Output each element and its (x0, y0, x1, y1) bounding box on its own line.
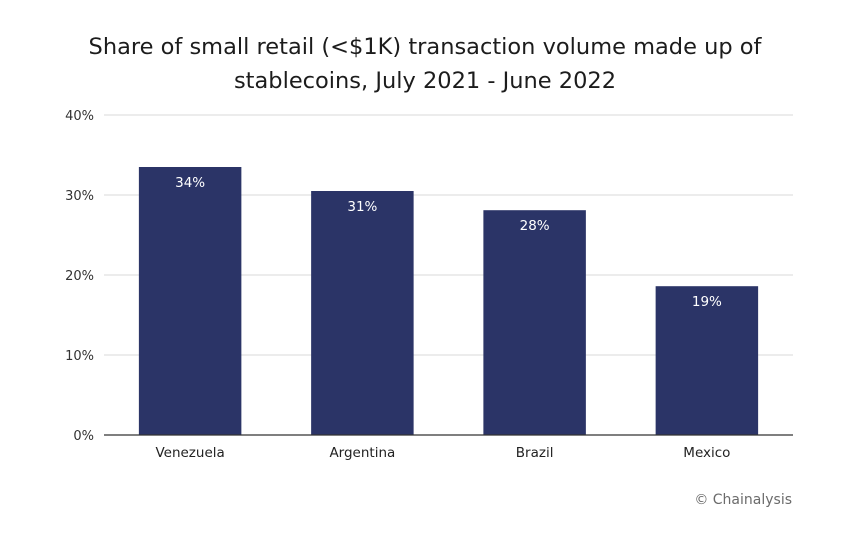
bar (655, 286, 759, 435)
bar-value-label: 34% (175, 175, 205, 191)
y-axis-ticks: 0% 10% 20% 30% 40% (65, 109, 94, 444)
x-tick-label: Argentina (329, 445, 395, 461)
y-tick-label: 20% (65, 269, 94, 284)
y-tick-label: 40% (65, 109, 94, 124)
x-tick-label: Venezuela (155, 445, 224, 461)
bars (138, 167, 759, 435)
y-tick-label: 10% (65, 349, 94, 364)
bar (311, 191, 414, 435)
bar-value-label: 19% (692, 294, 722, 310)
y-tick-label: 0% (73, 429, 94, 444)
chainalysis-credit: © Chainalysis (694, 492, 792, 508)
x-tick-label: Brazil (516, 445, 554, 461)
x-tick-label: Mexico (683, 445, 730, 461)
bar-value-labels: 34% 31% 28% 19% (175, 175, 722, 310)
bar (483, 210, 586, 435)
bar (138, 167, 242, 435)
chart-title-line-2: stablecoins, July 2021 - June 2022 (233, 68, 617, 94)
chart-title-line-1: Share of small retail (<$1K) transaction… (88, 34, 762, 60)
bar-value-label: 28% (520, 218, 550, 234)
bar-value-label: 31% (347, 199, 377, 215)
chart-title: Share of small retail (<$1K) transaction… (0, 30, 850, 98)
y-tick-label: 30% (65, 189, 94, 204)
x-axis-ticks: Venezuela Argentina Brazil Mexico (155, 445, 730, 461)
